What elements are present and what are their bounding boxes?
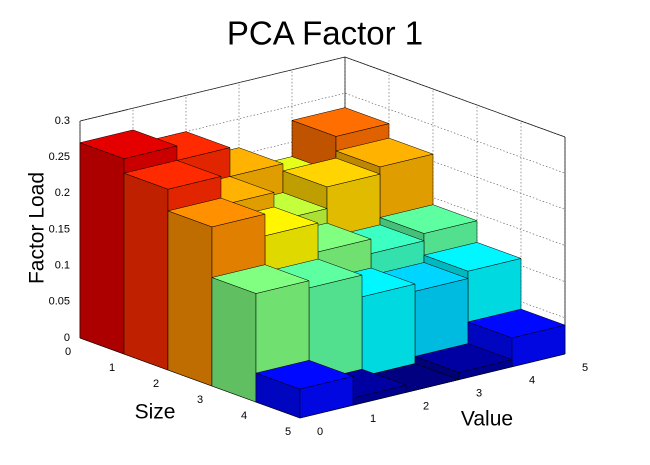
bar-top xyxy=(79,129,178,159)
x-tick-label: 3 xyxy=(197,394,203,406)
bar-top xyxy=(335,137,434,168)
bar-top xyxy=(423,242,522,272)
z-tick-label: 0.05 xyxy=(49,296,70,308)
bar-top xyxy=(414,343,513,373)
z-tick-label: 0.15 xyxy=(49,223,70,235)
bar-top xyxy=(167,197,266,228)
grid-line xyxy=(255,121,522,403)
bar-top xyxy=(282,157,381,188)
z-axis-label: Factor Load xyxy=(26,172,49,284)
y-tick-label: 3 xyxy=(476,388,482,400)
x-tick-label: 0 xyxy=(65,346,71,358)
x-axis-label: Size xyxy=(135,401,176,424)
bar-top xyxy=(379,204,478,234)
x-tick-label: 2 xyxy=(153,378,159,390)
z-tick-label: 0.2 xyxy=(55,187,70,199)
bar-top xyxy=(467,308,566,339)
bar-front xyxy=(361,283,416,377)
y-tick-label: 1 xyxy=(370,413,376,425)
bar-top xyxy=(255,360,354,390)
y-tick-label: 4 xyxy=(529,375,535,387)
bar-side xyxy=(123,172,169,371)
bar-side xyxy=(167,210,213,387)
y-tick-label: 2 xyxy=(423,400,429,412)
z-tick-label: 0.25 xyxy=(49,151,70,163)
grid-line xyxy=(299,137,566,419)
y-tick-label: 0 xyxy=(317,426,323,438)
chart-title: PCA Factor 1 xyxy=(227,15,423,52)
bar-top xyxy=(123,160,222,190)
x-tick-label: 4 xyxy=(241,410,247,422)
bar-side xyxy=(211,277,257,403)
y-tick-label: 5 xyxy=(582,362,588,374)
grid-line xyxy=(211,105,478,387)
bar-top xyxy=(291,107,390,137)
bar-top xyxy=(211,264,310,294)
x-tick-label: 5 xyxy=(285,426,291,438)
y-axis-label: Value xyxy=(461,408,513,431)
z-tick-label: 0.1 xyxy=(55,260,70,272)
z-tick-label: 0.3 xyxy=(55,115,70,127)
bar-side xyxy=(79,142,125,355)
x-tick-label: 1 xyxy=(109,362,115,374)
z-tick-label: 0 xyxy=(64,332,70,344)
